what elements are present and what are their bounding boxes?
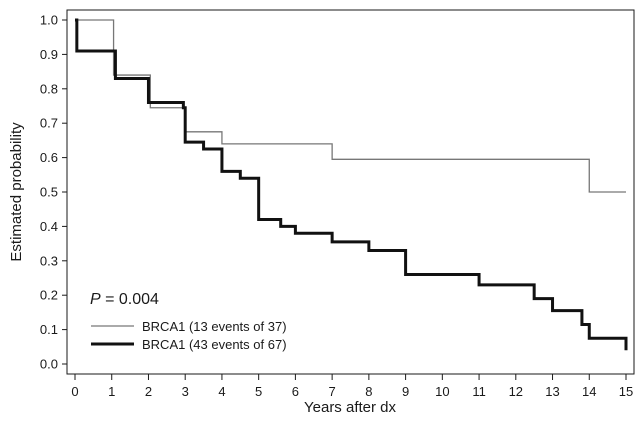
y-tick-label: 0.1 xyxy=(40,322,58,337)
legend-label-series-1: BRCA1 (13 events of 37) xyxy=(142,319,287,334)
x-tick-label: 4 xyxy=(218,384,225,399)
x-tick-label: 0 xyxy=(71,384,78,399)
y-tick-label: 0.8 xyxy=(40,81,58,96)
x-axis: 0 1 2 3 4 5 6 7 8 9 10 11 12 13 14 15 xyxy=(71,374,633,399)
x-tick-label: 8 xyxy=(365,384,372,399)
series-layer xyxy=(75,18,628,351)
x-tick-label: 10 xyxy=(435,384,449,399)
y-tick-label: 0.6 xyxy=(40,150,58,165)
y-tick-label: 1.0 xyxy=(40,13,58,28)
x-tick-label: 11 xyxy=(472,384,486,399)
x-tick-label: 12 xyxy=(509,384,523,399)
p-value-text: = 0.004 xyxy=(101,291,159,308)
x-tick-label: 13 xyxy=(545,384,559,399)
x-tick-label: 7 xyxy=(329,384,336,399)
x-tick-label: 15 xyxy=(619,384,633,399)
x-tick-label: 14 xyxy=(582,384,596,399)
x-tick-label: 5 xyxy=(255,384,262,399)
y-tick-label: 0.9 xyxy=(40,47,58,62)
series-line-1 xyxy=(75,19,626,193)
y-tick-label: 0.2 xyxy=(40,288,58,303)
x-tick-label: 3 xyxy=(182,384,189,399)
x-axis-title: Years after dx xyxy=(304,399,396,416)
y-tick-label: 0.0 xyxy=(40,357,58,372)
y-axis: 0.0 0.1 0.2 0.3 0.4 0.5 0.6 0.7 0.8 0.9 1.0 xyxy=(40,13,67,372)
legend: BRCA1 (13 events of 37) BRCA1 (43 events… xyxy=(91,319,287,352)
x-tick-label: 9 xyxy=(402,384,409,399)
y-tick-label: 0.7 xyxy=(40,116,58,131)
y-axis-title: Estimated probability xyxy=(8,122,25,262)
legend-label-series-2: BRCA1 (43 events of 67) xyxy=(142,337,287,352)
y-tick-label: 0.5 xyxy=(40,185,58,200)
series-line-2 xyxy=(75,18,628,351)
x-tick-label: 6 xyxy=(292,384,299,399)
y-tick-label: 0.3 xyxy=(40,253,58,268)
p-value-annotation: P = 0.004 xyxy=(90,291,159,308)
x-tick-label: 1 xyxy=(108,384,115,399)
y-tick-label: 0.4 xyxy=(40,219,58,234)
p-value-symbol: P xyxy=(90,291,101,308)
x-tick-label: 2 xyxy=(145,384,152,399)
